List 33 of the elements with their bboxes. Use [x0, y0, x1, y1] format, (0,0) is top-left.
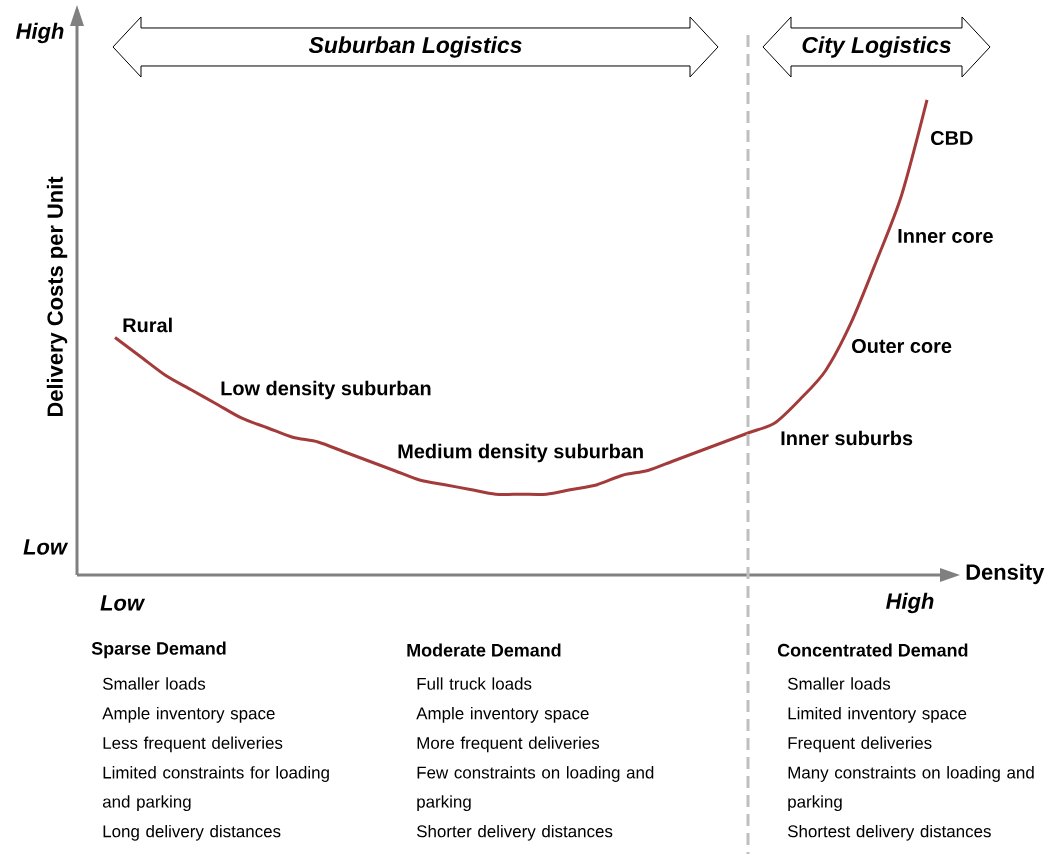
x-axis-title: Density	[966, 563, 1045, 585]
text: Many constraints on loading and parking	[788, 766, 1034, 812]
text: Sparse Demand	[91, 641, 226, 659]
text: Ample inventory space	[102, 706, 275, 723]
text: Few constraints on loading and parking	[417, 766, 654, 812]
text: Concentrated Demand	[777, 643, 968, 657]
text: Limited inventory space	[788, 706, 967, 723]
text: Low	[100, 595, 146, 611]
text: Full truck loads	[417, 677, 532, 690]
text: High	[886, 592, 934, 614]
text: Moderate Demand	[407, 643, 561, 657]
text: Frequent deliveries	[788, 736, 932, 753]
text: Suburban Logistics	[308, 36, 522, 58]
text: Limited constraints for loading and parking	[102, 766, 329, 812]
text: City Logistics	[802, 36, 951, 58]
y-axis-title: Delivery Costs per Unit	[46, 176, 68, 417]
annotation: CBD	[931, 130, 973, 146]
annotation: Low density suburban	[221, 380, 431, 400]
text: More frequent deliveries	[417, 736, 600, 753]
text: High	[16, 22, 64, 44]
annotation: Rural	[123, 317, 172, 333]
text: Shortest delivery distances	[787, 824, 991, 841]
text: Ample inventory space	[416, 706, 589, 723]
annotation: Inner core	[898, 229, 993, 243]
text: Smaller loads	[787, 677, 891, 690]
text: Long delivery distances	[103, 824, 281, 841]
annotation: Outer core	[852, 338, 952, 354]
text: Smaller loads	[102, 677, 206, 690]
text: Low	[23, 539, 69, 555]
text: Less frequent deliveries	[103, 736, 283, 753]
annotation: Medium density suburban	[398, 443, 643, 463]
annotation: Inner suburbs	[781, 430, 913, 446]
text: Shorter delivery distances	[416, 824, 613, 841]
